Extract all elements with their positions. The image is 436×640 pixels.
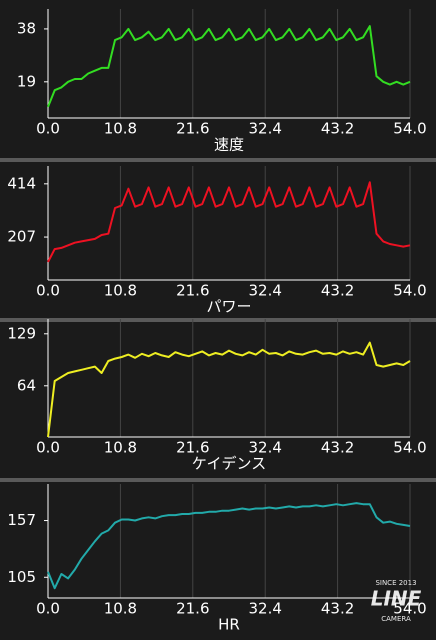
x-tick-label: 21.6 bbox=[176, 282, 209, 300]
x-tick-label: 32.4 bbox=[248, 282, 281, 300]
x-tick-label: 43.2 bbox=[321, 282, 354, 300]
panel bbox=[0, 162, 436, 318]
watermark-top: SINCE 2013 bbox=[375, 579, 416, 587]
data-line bbox=[47, 181, 411, 263]
x-tick-label: 0.0 bbox=[36, 282, 60, 300]
data-line bbox=[47, 502, 411, 590]
x-axis-label: パワー bbox=[206, 298, 251, 316]
watermark-bottom: CAMERA bbox=[381, 615, 411, 623]
x-tick-label: 0.0 bbox=[36, 600, 60, 618]
y-tick-label: 207 bbox=[7, 228, 36, 246]
data-line bbox=[47, 25, 411, 108]
x-tick-label: 54.0 bbox=[393, 282, 426, 300]
x-tick-label: 10.8 bbox=[104, 439, 137, 457]
y-tick-label: 157 bbox=[7, 511, 36, 529]
data-line bbox=[47, 341, 411, 438]
x-tick-label: 0.0 bbox=[36, 120, 60, 138]
x-tick-label: 0.0 bbox=[36, 439, 60, 457]
x-axis-label: HR bbox=[218, 616, 240, 634]
x-tick-label: 43.2 bbox=[321, 120, 354, 138]
watermark-main: LINE bbox=[371, 587, 422, 611]
x-axis-label: 速度 bbox=[214, 136, 244, 154]
x-tick-label: 54.0 bbox=[393, 120, 426, 138]
y-tick-label: 38 bbox=[17, 19, 36, 37]
x-tick-label: 21.6 bbox=[176, 600, 209, 618]
x-tick-label: 32.4 bbox=[248, 439, 281, 457]
x-tick-label: 21.6 bbox=[176, 439, 209, 457]
panel bbox=[0, 0, 436, 158]
x-axis-label: ケイデンス bbox=[192, 455, 266, 473]
x-tick-label: 10.8 bbox=[104, 282, 137, 300]
x-tick-label: 54.0 bbox=[393, 600, 426, 618]
x-tick-label: 10.8 bbox=[104, 120, 137, 138]
x-tick-label: 32.4 bbox=[248, 120, 281, 138]
panel bbox=[0, 482, 436, 640]
y-tick-label: 414 bbox=[7, 174, 36, 192]
y-tick-label: 129 bbox=[7, 324, 36, 342]
x-tick-label: 43.2 bbox=[321, 600, 354, 618]
y-tick-label: 64 bbox=[17, 376, 36, 394]
y-tick-label: 105 bbox=[7, 568, 36, 586]
x-tick-label: 32.4 bbox=[248, 600, 281, 618]
panel bbox=[0, 322, 436, 478]
x-tick-label: 43.2 bbox=[321, 439, 354, 457]
x-tick-label: 10.8 bbox=[104, 600, 137, 618]
plots: 0.0 10.8 21.6 32.4 43.2 54.0 19 38 速度 0.0 10.8 21.6… bbox=[7, 9, 427, 634]
x-tick-label: 54.0 bbox=[393, 439, 426, 457]
x-tick-label: 21.6 bbox=[176, 120, 209, 138]
watermark: SINCE 2013 LINE CAMERA bbox=[371, 579, 422, 623]
y-tick-label: 19 bbox=[17, 72, 36, 90]
